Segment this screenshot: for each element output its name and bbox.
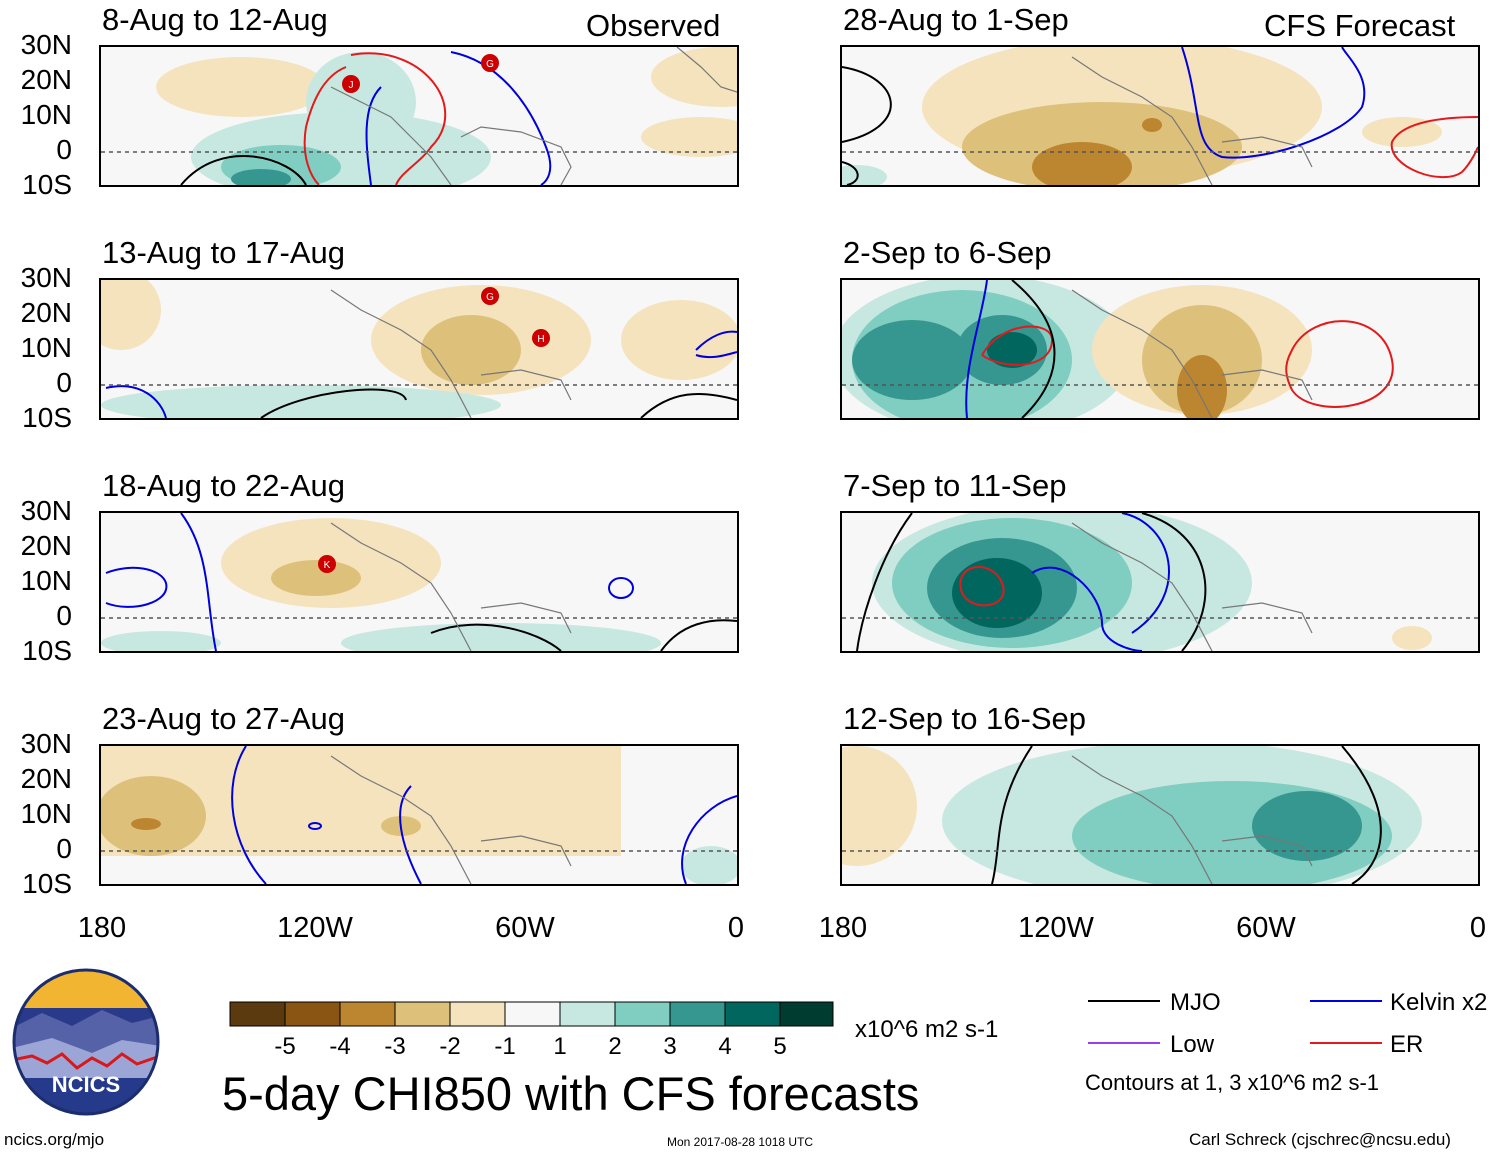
colorbar-units: x10^6 m2 s-1 <box>855 1016 999 1043</box>
panel-title: 8-Aug to 12-Aug <box>102 2 328 37</box>
lon-label: 0 <box>1469 912 1487 944</box>
panel-title: 23-Aug to 27-Aug <box>102 701 346 736</box>
footer-credit: Carl Schreck (cjschrec@ncsu.edu) <box>1189 1130 1451 1149</box>
map-panel-12sep <box>840 744 1480 886</box>
observed-tag: Observed <box>586 8 721 43</box>
legend-label-low: Low <box>1170 1031 1215 1058</box>
lon-label: 60W <box>1236 912 1296 944</box>
colorbar-label: -1 <box>494 1033 516 1060</box>
lon-label: 60W <box>495 912 555 944</box>
svg-text:NCICS: NCICS <box>52 1072 120 1097</box>
legend-contours: Contours at 1, 3 x10^6 m2 s-1 <box>1085 1070 1380 1095</box>
map-panel-23aug <box>99 744 739 886</box>
footer-timestamp: Mon 2017-08-28 1018 UTC <box>667 1135 814 1149</box>
lon-label: 180 <box>818 912 868 944</box>
legend-label-mjo: MJO <box>1170 989 1221 1016</box>
panel-title: 7-Sep to 11-Sep <box>843 468 1067 503</box>
colorbar-label: -5 <box>274 1033 296 1060</box>
panel-title: 12-Sep to 16-Sep <box>843 701 1087 736</box>
map-panel-2sep <box>840 278 1480 420</box>
lon-label: 120W <box>1018 912 1094 944</box>
colorbar-label: 4 <box>718 1033 732 1060</box>
colorbar-label: 5 <box>773 1033 787 1060</box>
colorbar-label: 2 <box>608 1033 622 1060</box>
colorbar-label: 1 <box>553 1033 567 1060</box>
colorbar <box>229 1001 835 1034</box>
colorbar-label: -3 <box>384 1033 406 1060</box>
map-panel-13aug <box>99 278 739 420</box>
legend-label-er: ER <box>1390 1031 1424 1058</box>
map-panel-8aug <box>99 45 739 187</box>
panel-title: 13-Aug to 17-Aug <box>102 235 346 270</box>
ncics-logo: NCICS <box>12 968 160 1116</box>
cfs-forecast-tag: CFS Forecast <box>1264 8 1456 43</box>
lon-label: 180 <box>77 912 127 944</box>
footer-url[interactable]: ncics.org/mjo <box>4 1130 105 1149</box>
lon-label: 120W <box>277 912 353 944</box>
legend-label-kelvin: Kelvin x2 <box>1390 989 1488 1016</box>
map-panel-28aug <box>840 45 1480 187</box>
colorbar-label: -4 <box>329 1033 351 1060</box>
colorbar-label: 3 <box>663 1033 677 1060</box>
panel-title: 28-Aug to 1-Sep <box>843 2 1069 37</box>
panel-title: 2-Sep to 6-Sep <box>843 235 1052 270</box>
map-panel-18aug <box>99 511 739 653</box>
panel-title: 18-Aug to 22-Aug <box>102 468 346 503</box>
main-title: 5-day CHI850 with CFS forecasts <box>222 1067 920 1120</box>
map-panel-7sep <box>840 511 1480 653</box>
colorbar-label: -2 <box>439 1033 461 1060</box>
lon-label: 0 <box>727 912 745 944</box>
